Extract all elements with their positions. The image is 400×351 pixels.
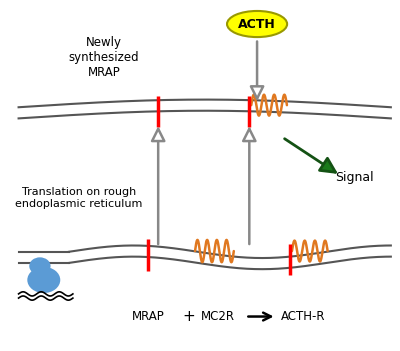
Text: Newly
synthesized
MRAP: Newly synthesized MRAP — [68, 35, 139, 79]
Text: Signal: Signal — [335, 171, 373, 184]
Text: Translation on rough
endoplasmic reticulum: Translation on rough endoplasmic reticul… — [15, 187, 142, 209]
Text: ACTH: ACTH — [238, 18, 276, 31]
Ellipse shape — [227, 11, 287, 37]
Text: MC2R: MC2R — [201, 310, 235, 323]
Text: MRAP: MRAP — [132, 310, 165, 323]
Ellipse shape — [29, 257, 50, 275]
Ellipse shape — [27, 267, 60, 293]
Text: +: + — [183, 309, 196, 324]
Text: ACTH-R: ACTH-R — [281, 310, 326, 323]
